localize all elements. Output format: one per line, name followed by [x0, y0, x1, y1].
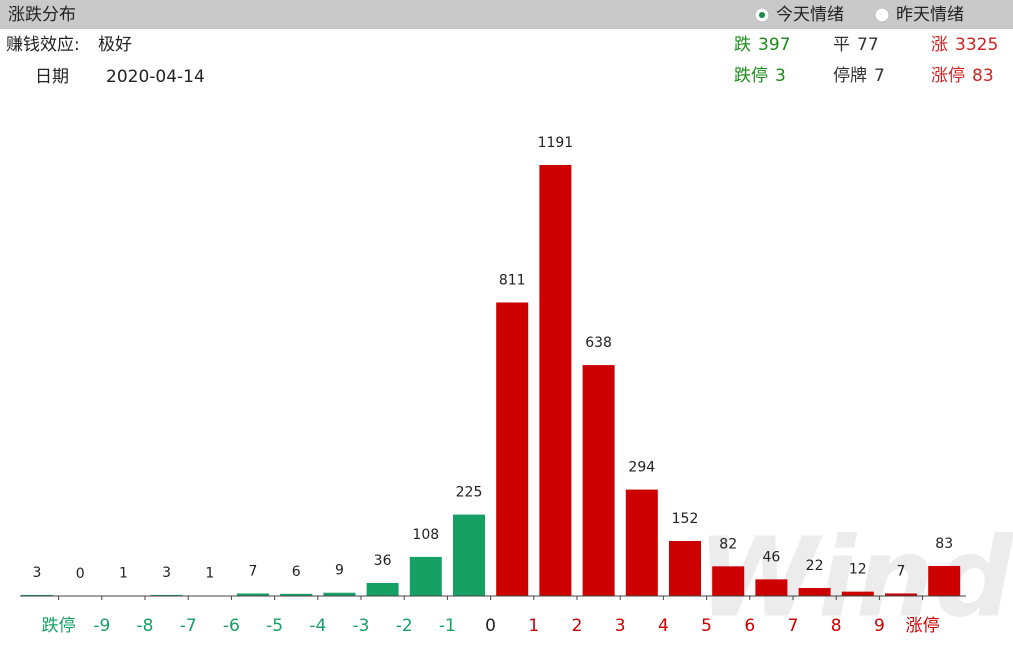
- stat: 跌停 3: [734, 66, 786, 86]
- x-tick-label: -7: [180, 616, 197, 636]
- stat-value: 7: [874, 66, 885, 86]
- stat-label: 跌: [734, 35, 751, 55]
- value-label: 3: [162, 565, 171, 581]
- value-label: 36: [374, 553, 392, 569]
- value-label: 7: [249, 563, 258, 579]
- x-tick-label: 4: [658, 616, 669, 636]
- stat-label: 跌停: [734, 66, 768, 86]
- x-tick-label: 9: [874, 616, 885, 636]
- bar: [21, 594, 53, 596]
- watermark: Wind: [697, 513, 1013, 641]
- stat-value: 77: [857, 35, 879, 55]
- value-label: 9: [335, 563, 344, 579]
- stat-label: 涨: [931, 35, 948, 55]
- x-tick-label: 0: [485, 616, 496, 636]
- stat-value: 397: [758, 35, 790, 55]
- x-tick-label: 5: [701, 616, 712, 636]
- bar: [496, 302, 529, 596]
- x-tick-label: -3: [353, 616, 370, 636]
- stat: 跌 397: [734, 35, 790, 55]
- value-label: 108: [412, 527, 439, 543]
- value-label: 82: [719, 536, 737, 552]
- value-label: 83: [935, 536, 953, 552]
- value-label: 294: [628, 460, 655, 476]
- bar: [150, 594, 183, 596]
- bar: [237, 593, 269, 596]
- bar: [841, 591, 874, 596]
- bar: [409, 556, 442, 596]
- x-tick-label: -2: [396, 616, 413, 636]
- radio-label[interactable]: 昨天情绪: [896, 5, 964, 25]
- x-tick-label: 3: [615, 616, 626, 636]
- x-tick-label: -1: [439, 616, 456, 636]
- stat: 平 77: [833, 35, 879, 55]
- value-label: 225: [456, 485, 483, 501]
- value-label: 638: [585, 335, 612, 351]
- radio-label[interactable]: 今天情绪: [776, 5, 844, 25]
- value-label: 46: [762, 549, 780, 565]
- bar: [625, 489, 658, 596]
- bar: [755, 579, 788, 596]
- bar: [280, 593, 313, 596]
- bar: [323, 592, 356, 596]
- stat-label: 停牌: [833, 66, 867, 86]
- stat-value: 83: [972, 66, 994, 86]
- value-label: 0: [76, 566, 85, 582]
- effect-label: 赚钱效应:: [6, 35, 80, 55]
- radio-button[interactable]: [874, 7, 890, 23]
- bar: [928, 565, 961, 596]
- bar: [885, 593, 917, 596]
- x-tick-label: -9: [93, 616, 110, 636]
- stat-value: 3325: [955, 35, 998, 55]
- x-tick-label: 6: [744, 616, 755, 636]
- bar: [669, 540, 701, 596]
- value-label: 6: [292, 564, 301, 580]
- stat-label: 涨停: [931, 66, 965, 86]
- x-tick-label: -8: [137, 616, 154, 636]
- header-title: 涨跌分布: [8, 5, 76, 25]
- bar: [453, 514, 485, 596]
- value-label: 811: [499, 272, 526, 288]
- value-label: 1: [119, 566, 128, 582]
- effect-value: 极好: [98, 35, 132, 55]
- value-label: 1: [205, 566, 214, 582]
- value-label: 7: [897, 563, 906, 579]
- value-label: 1191: [538, 135, 574, 151]
- value-label: 152: [672, 511, 699, 527]
- x-tick-label: -4: [309, 616, 326, 636]
- stat: 停牌 7: [833, 66, 885, 86]
- x-tick-label: 涨停: [906, 616, 940, 636]
- radio-dot: [759, 12, 765, 18]
- bar: [539, 164, 572, 596]
- x-tick-label: 跌停: [42, 616, 76, 636]
- x-tick-label: 7: [788, 616, 799, 636]
- stat: 涨 3325: [931, 35, 998, 55]
- header-bar: [0, 0, 1013, 29]
- value-label: 22: [806, 558, 824, 574]
- x-tick-label: 1: [528, 616, 539, 636]
- date-value: 2020-04-14: [106, 67, 205, 87]
- bar: [712, 566, 745, 596]
- bar: [798, 588, 831, 596]
- value-label: 12: [849, 562, 867, 578]
- x-tick-label: -6: [223, 616, 240, 636]
- x-tick-label: -5: [266, 616, 283, 636]
- stat: 涨停 83: [931, 66, 994, 86]
- date-label: 日期: [35, 67, 69, 87]
- bar: [582, 365, 615, 596]
- x-tick-label: 8: [831, 616, 842, 636]
- stat-label: 平: [833, 35, 850, 55]
- value-label: 3: [33, 565, 42, 581]
- bar: [366, 582, 399, 596]
- x-tick-label: 2: [572, 616, 583, 636]
- stat-value: 3: [775, 66, 786, 86]
